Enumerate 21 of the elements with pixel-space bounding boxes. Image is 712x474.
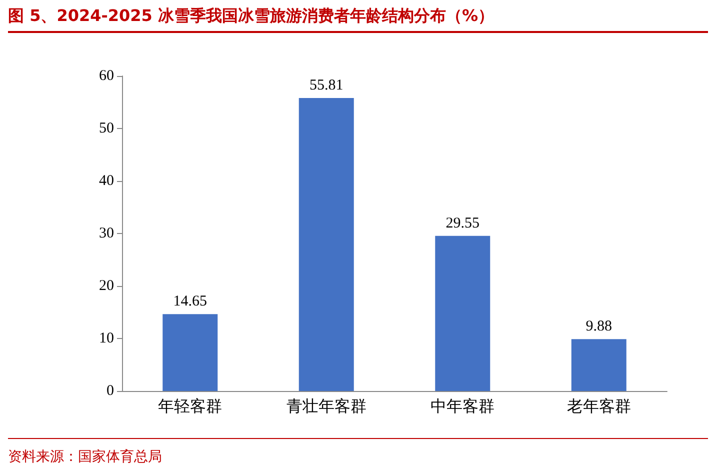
bar: [162, 314, 218, 391]
x-tick-label: 中年客群: [430, 398, 495, 416]
y-tick-label: 60: [99, 68, 114, 84]
x-tick-label: 年轻客群: [158, 398, 222, 416]
bar: [571, 339, 626, 391]
bar: [298, 98, 354, 391]
chart-title: 图 5、2024-2025 冰雪季我国冰雪旅游消费者年龄结构分布（%）: [8, 6, 494, 27]
text: 资料来源：国家体育总局: [8, 448, 162, 466]
y-tick-label: 10: [99, 330, 114, 346]
bar: [435, 236, 490, 391]
data-label: 14.65: [173, 294, 207, 310]
x-tick-label: 青壮年客群: [286, 398, 366, 416]
y-tick-label: 0: [106, 383, 114, 399]
data-label: 9.88: [586, 318, 612, 335]
data-label: 29.55: [446, 215, 480, 232]
x-tick-label: 老年客群: [566, 398, 631, 416]
y-tick-label: 20: [99, 278, 114, 294]
y-tick-label: 50: [99, 120, 114, 136]
y-tick-label: 40: [99, 173, 114, 189]
data-label: 55.81: [310, 77, 344, 94]
y-tick-label: 30: [99, 226, 114, 242]
